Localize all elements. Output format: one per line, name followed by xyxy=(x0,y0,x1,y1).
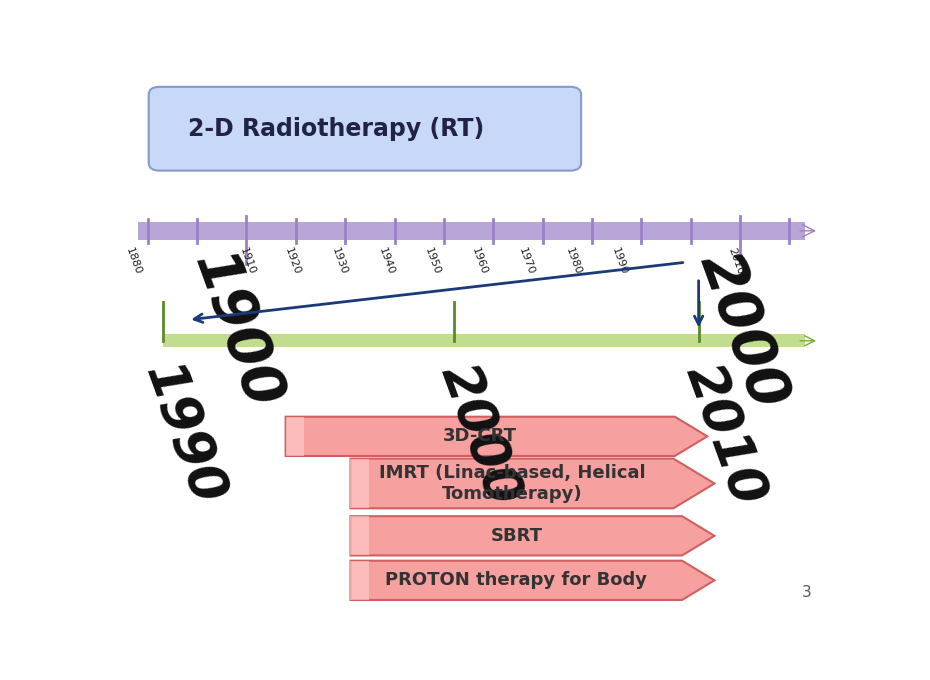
Text: 1920: 1920 xyxy=(283,247,302,277)
Text: 1880: 1880 xyxy=(124,247,143,277)
Text: 1960: 1960 xyxy=(470,247,489,276)
Text: 1970: 1970 xyxy=(517,247,536,277)
Text: 1900: 1900 xyxy=(182,244,292,416)
Text: 1930: 1930 xyxy=(330,247,349,276)
Polygon shape xyxy=(351,516,368,556)
Text: IMRT (Linac-based, Helical
Tomotherapy): IMRT (Linac-based, Helical Tomotherapy) xyxy=(379,464,645,503)
Polygon shape xyxy=(286,417,707,456)
Text: 2010: 2010 xyxy=(675,356,774,513)
Polygon shape xyxy=(286,417,303,456)
FancyBboxPatch shape xyxy=(149,87,581,171)
Text: 3D-CRT: 3D-CRT xyxy=(444,427,517,445)
Polygon shape xyxy=(351,516,714,556)
Polygon shape xyxy=(351,561,714,600)
Text: 1990: 1990 xyxy=(610,247,630,277)
Text: 2000: 2000 xyxy=(688,244,797,416)
FancyBboxPatch shape xyxy=(163,335,804,347)
Polygon shape xyxy=(351,561,368,600)
Polygon shape xyxy=(351,458,714,509)
Text: 1950: 1950 xyxy=(423,247,442,276)
Text: 2000: 2000 xyxy=(430,356,529,513)
Text: PROTON therapy for Body: PROTON therapy for Body xyxy=(385,571,647,590)
FancyBboxPatch shape xyxy=(138,222,804,240)
Text: 1910: 1910 xyxy=(238,247,257,276)
Text: SBRT: SBRT xyxy=(490,527,542,545)
Polygon shape xyxy=(351,458,368,509)
Text: 2-D Radiotherapy (RT): 2-D Radiotherapy (RT) xyxy=(188,117,485,141)
Text: 2010: 2010 xyxy=(726,247,746,276)
Text: 1990: 1990 xyxy=(134,356,233,513)
Text: 3: 3 xyxy=(802,585,812,600)
Text: 1980: 1980 xyxy=(564,247,582,277)
Text: 1940: 1940 xyxy=(377,247,396,277)
